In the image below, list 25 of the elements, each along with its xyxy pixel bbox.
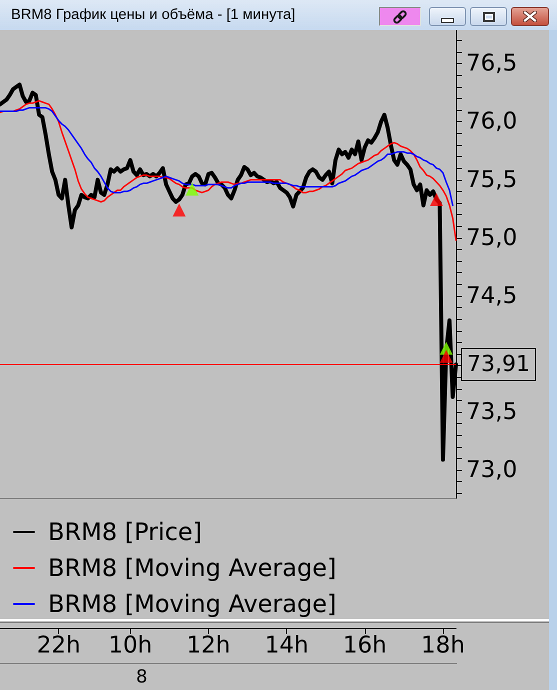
y-tick-label: 76,5 bbox=[466, 50, 518, 77]
point bbox=[430, 193, 443, 206]
point bbox=[172, 204, 186, 216]
y-tick-label: 73,5 bbox=[466, 399, 518, 426]
point bbox=[440, 350, 453, 363]
x-tick-label: 10h bbox=[108, 632, 152, 658]
y-tick-label: 74,5 bbox=[466, 282, 518, 309]
x-tick-label: 16h bbox=[342, 632, 387, 658]
x-tick-label: 14h bbox=[264, 632, 309, 658]
ref-line-label: 73,91 bbox=[467, 352, 530, 377]
y-tick-label: 75,0 bbox=[466, 224, 518, 251]
y-tick-label: 73,0 bbox=[466, 457, 518, 484]
chart-title: BRM8 График цены и объёма - [1 минута] bbox=[11, 6, 296, 24]
line-series bbox=[0, 100, 457, 241]
line-series bbox=[0, 107, 454, 206]
y-tick-label: 76,0 bbox=[466, 108, 518, 135]
legend-label: BRM8 [Price] bbox=[48, 518, 202, 546]
point bbox=[186, 182, 199, 196]
x-tick-label: 12h bbox=[186, 632, 230, 658]
text: 8 bbox=[136, 666, 148, 688]
x-tick-label: 18h bbox=[421, 632, 465, 658]
legend-label: BRM8 [Moving Average] bbox=[48, 590, 336, 618]
x-tick-label: 22h bbox=[36, 632, 81, 658]
y-tick-label: 75,5 bbox=[466, 166, 518, 193]
legend-label: BRM8 [Moving Average] bbox=[48, 554, 336, 582]
